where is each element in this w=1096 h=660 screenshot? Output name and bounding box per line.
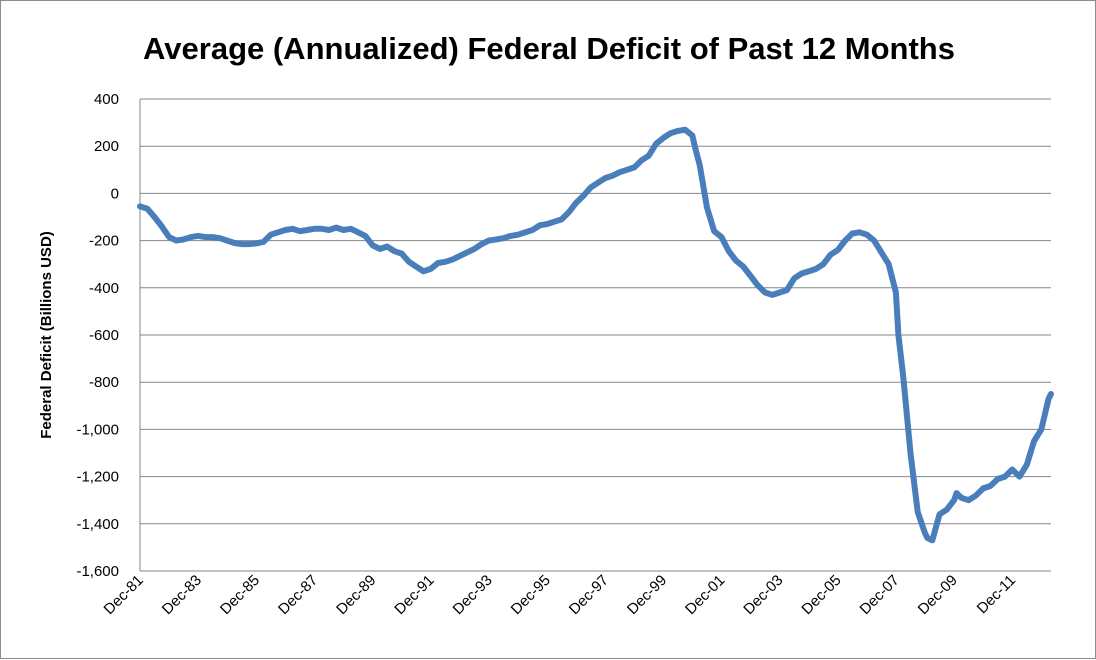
x-tick-label: Dec-97 (566, 572, 612, 618)
x-tick-label: Dec-93 (450, 572, 496, 618)
y-tick-label: 0 (111, 185, 119, 202)
y-tick-label: -200 (89, 233, 119, 250)
gridlines (139, 98, 1051, 572)
y-tick-label: 200 (94, 138, 119, 155)
x-tick-label: Dec-83 (159, 572, 205, 618)
y-tick-labels: 400 200 0 -200 -400 -600 -800 -1,000 -1,200 -1,40… (76, 91, 119, 580)
x-tick-label: Dec-11 (974, 572, 1019, 617)
chart-title: Average (Annualized) Federal Deficit of … (143, 31, 955, 66)
x-tick-label: Dec-91 (391, 572, 437, 618)
x-tick-label: Dec-85 (217, 572, 263, 618)
x-tick-label: Dec-03 (740, 572, 786, 618)
x-tick-label: Dec-07 (857, 572, 903, 618)
y-axis-title: Federal Deficit (Billions USD) (38, 231, 55, 439)
x-tick-labels: Dec-81 Dec-83 Dec-85 Dec-87 Dec-89 Dec-91 Dec-… (101, 572, 1019, 618)
x-tick-label: Dec-89 (333, 572, 379, 618)
y-tick-label: -800 (89, 374, 119, 391)
y-tick-label: -1,600 (76, 563, 119, 580)
x-tick-label: Dec-87 (275, 572, 321, 618)
x-tick-label: Dec-95 (508, 572, 554, 618)
y-tick-label: -1,400 (76, 516, 119, 533)
x-tick-label: Dec-99 (624, 572, 670, 618)
series-layer (137, 126, 1054, 544)
x-tick-label: Dec-05 (798, 572, 844, 618)
x-tick-label: Dec-09 (915, 572, 961, 618)
y-tick-label: -600 (89, 327, 119, 344)
y-tick-label: -1,200 (76, 469, 119, 486)
y-tick-label: -1,000 (76, 421, 119, 438)
y-tick-label: -400 (89, 280, 119, 297)
series-line-0 (137, 126, 1054, 544)
y-tick-label: 400 (94, 91, 119, 108)
x-tick-label: Dec-01 (682, 572, 728, 618)
